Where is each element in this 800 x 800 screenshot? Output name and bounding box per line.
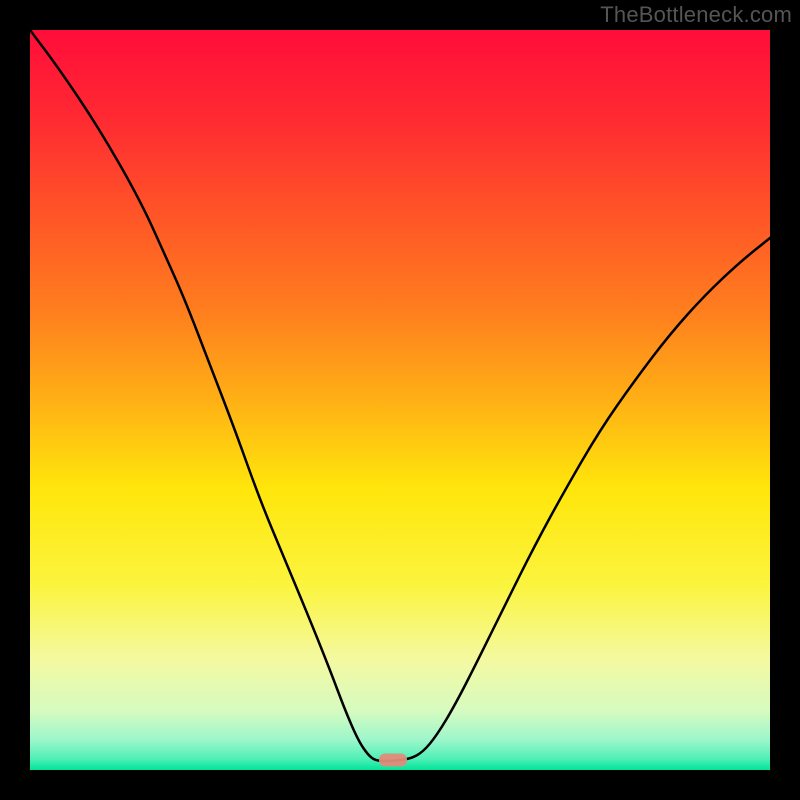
watermark-text: TheBottleneck.com [600, 2, 792, 28]
plot-background [30, 30, 770, 770]
optimal-marker [379, 754, 407, 767]
bottleneck-chart: TheBottleneck.com [0, 0, 800, 800]
chart-svg [0, 0, 800, 800]
